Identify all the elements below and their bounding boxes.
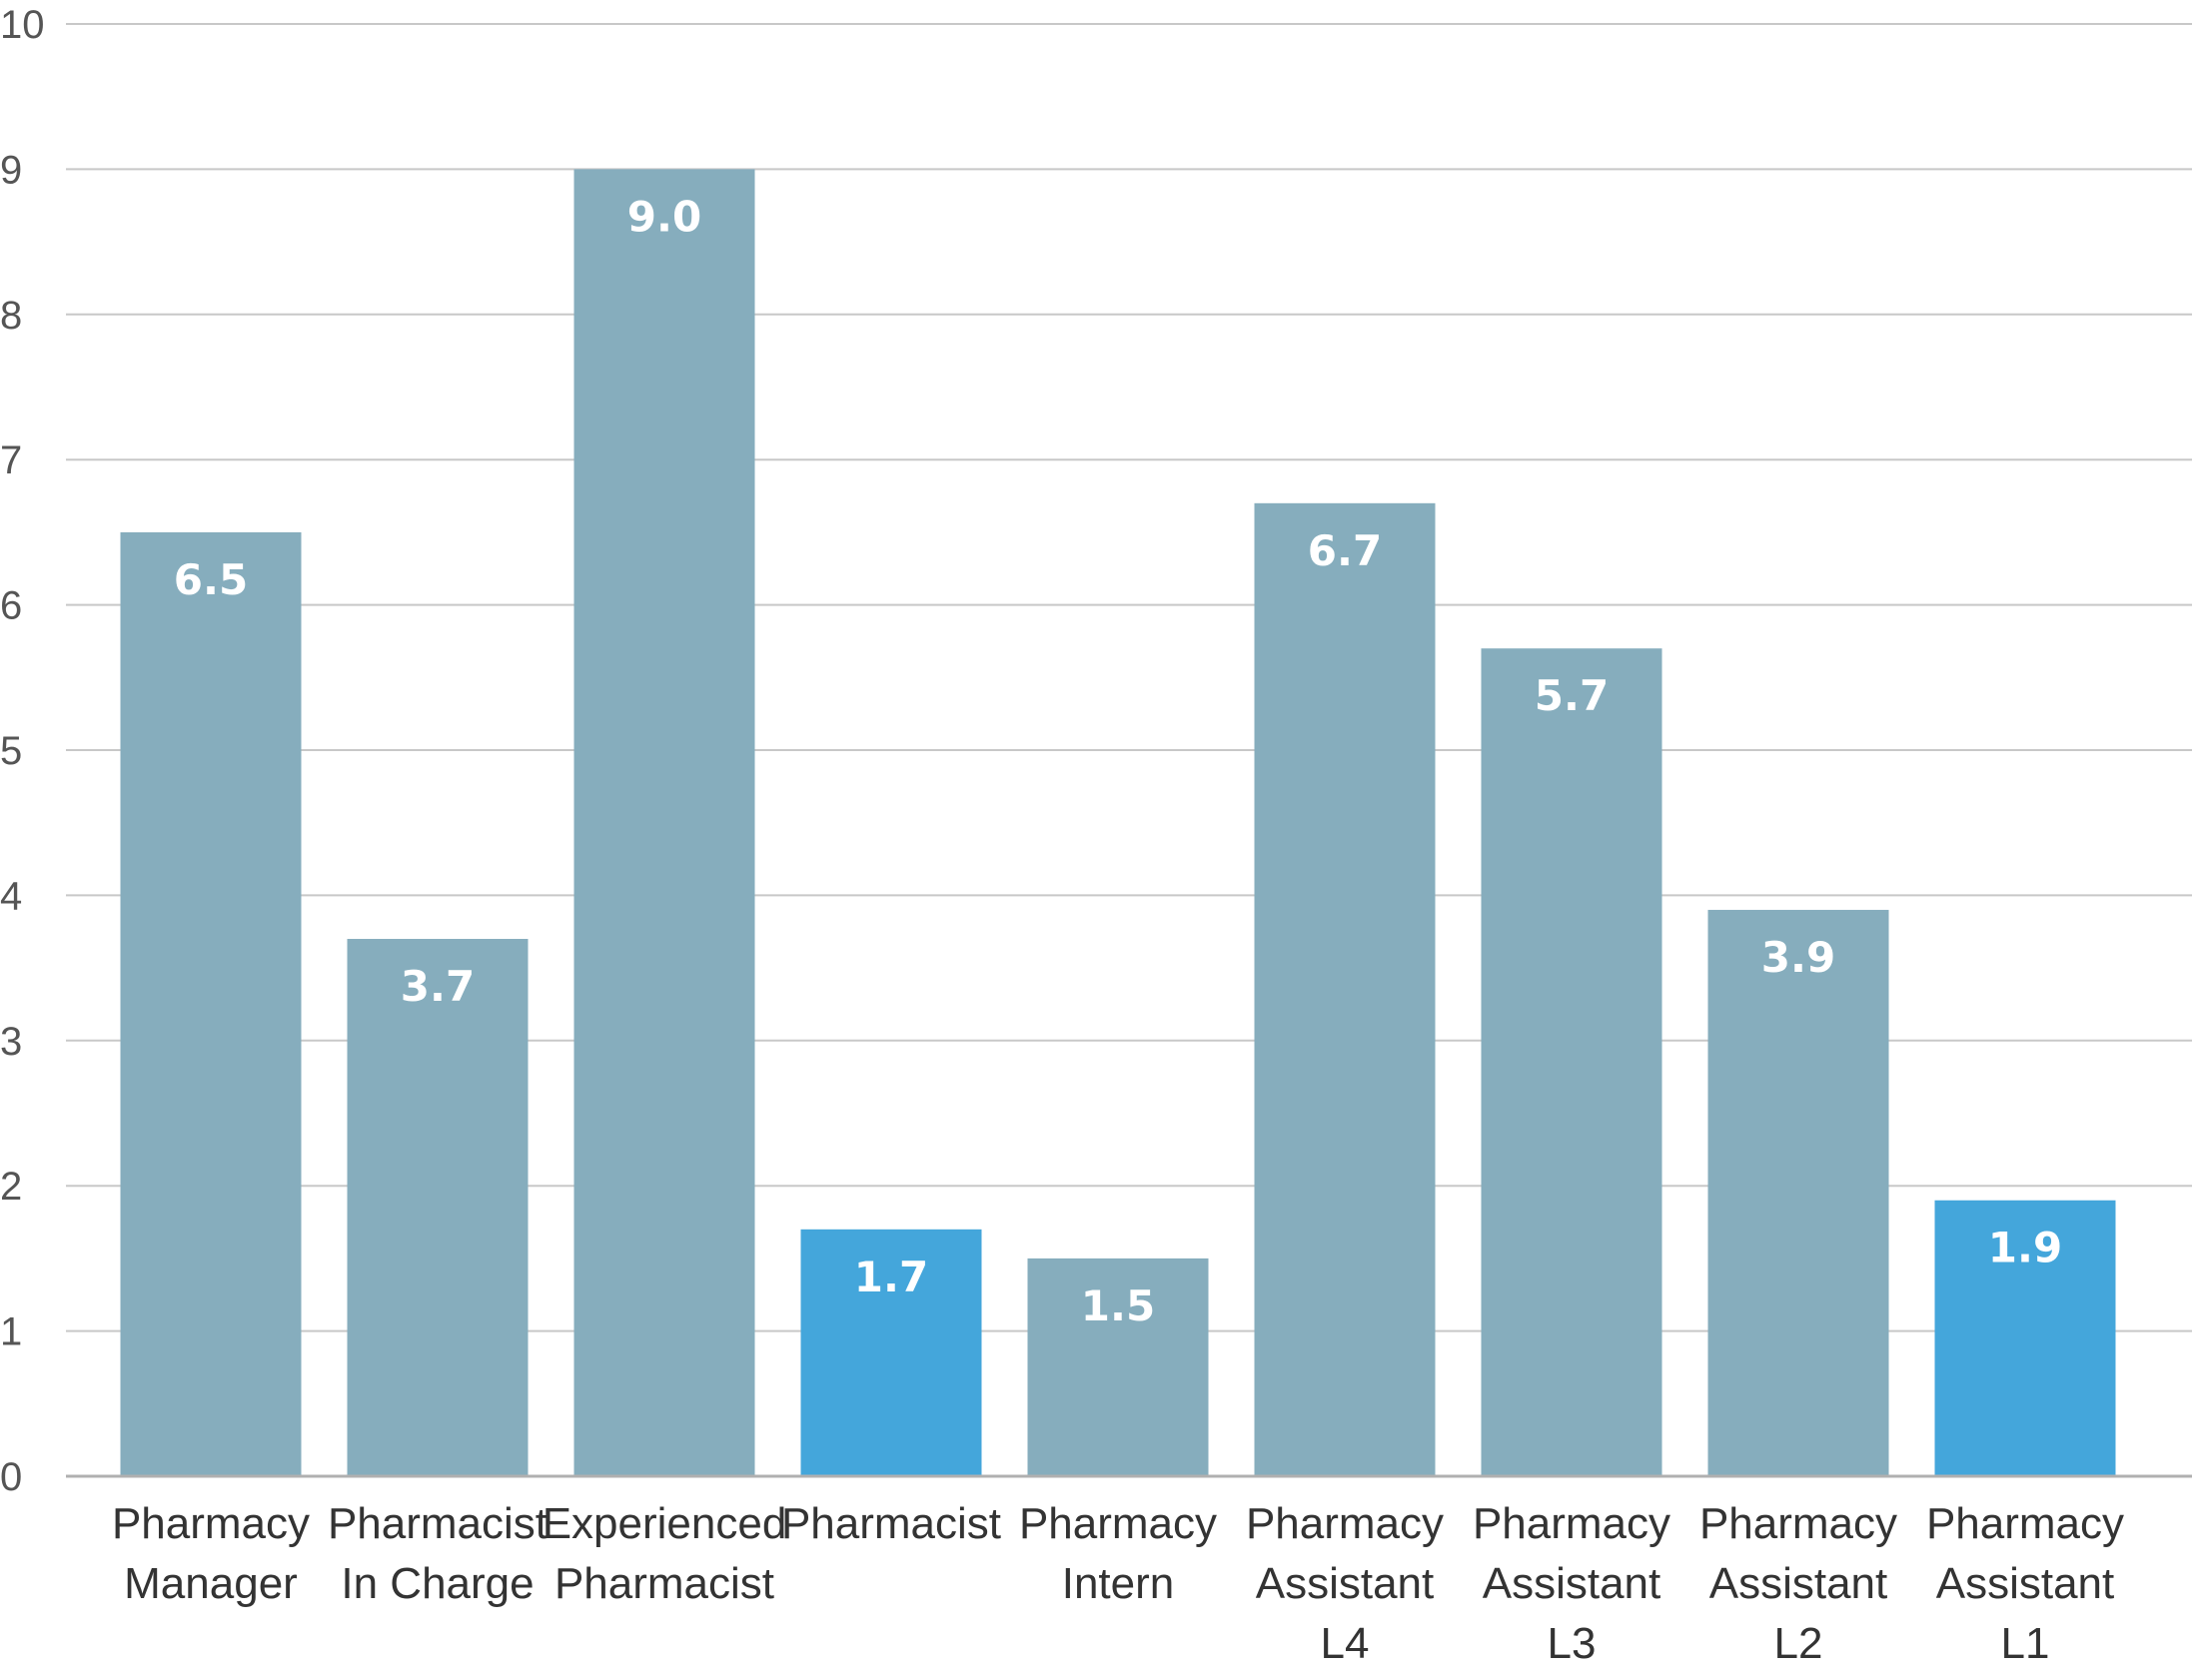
category-label-5: Pharmacy Intern <box>1019 1499 1217 1608</box>
data-label-4: 1.7 <box>854 1253 928 1301</box>
y-tick-label-2: 2 <box>0 1165 22 1209</box>
y-tick-label-9: 9 <box>0 148 22 192</box>
category-label-6: Pharmacy Assistant L4 <box>1246 1499 1444 1668</box>
bar-1 <box>120 531 302 1476</box>
bar-2 <box>347 939 529 1476</box>
category-label-4: Pharmacist <box>781 1499 1001 1548</box>
y-tick-label-6: 6 <box>0 584 22 628</box>
bar-5 <box>1027 1258 1209 1476</box>
data-label-1: 6.5 <box>174 555 248 604</box>
data-labels: 6.5 3.7 9.0 1.7 1.5 6.7 5.7 3.9 1.9 <box>174 192 2062 1330</box>
bar-6 <box>1254 502 1436 1476</box>
category-label-3: Experienced Pharmacist <box>543 1499 787 1608</box>
bar-8 <box>1707 909 1889 1476</box>
data-label-2: 3.7 <box>401 962 475 1011</box>
data-label-7: 5.7 <box>1535 671 1609 720</box>
bar-3 <box>573 169 755 1476</box>
y-tick-label-7: 7 <box>0 438 22 482</box>
y-tick-label-5: 5 <box>0 729 22 773</box>
data-label-5: 1.5 <box>1081 1281 1155 1330</box>
category-label-9: Pharmacy Assistant L1 <box>1926 1499 2124 1668</box>
y-tick-label-0: 0 <box>0 1455 22 1499</box>
data-label-3: 9.0 <box>627 192 701 241</box>
category-label-7: Pharmacy Assistant L3 <box>1473 1499 1670 1668</box>
y-tick-label-10: 10 <box>0 3 45 47</box>
y-tick-label-4: 4 <box>0 874 22 918</box>
bar-9 <box>1934 1200 2116 1476</box>
bars <box>120 169 2116 1476</box>
y-tick-label-3: 3 <box>0 1020 22 1064</box>
y-tick-label-8: 8 <box>0 294 22 338</box>
y-tick-label-1: 1 <box>0 1310 22 1354</box>
bar-7 <box>1481 648 1662 1476</box>
category-label-1: Pharmacy Manager <box>112 1499 310 1608</box>
category-label-2: Pharmacist In Charge <box>328 1499 548 1608</box>
y-axis-tick-labels: 0 1 2 3 4 5 6 7 8 9 10 <box>0 3 45 1499</box>
category-label-8: Pharmacy Assistant L2 <box>1699 1499 1897 1668</box>
data-label-9: 1.9 <box>1988 1224 2062 1272</box>
bar-4 <box>800 1229 982 1476</box>
data-label-6: 6.7 <box>1308 526 1382 575</box>
data-label-8: 3.9 <box>1761 933 1835 982</box>
